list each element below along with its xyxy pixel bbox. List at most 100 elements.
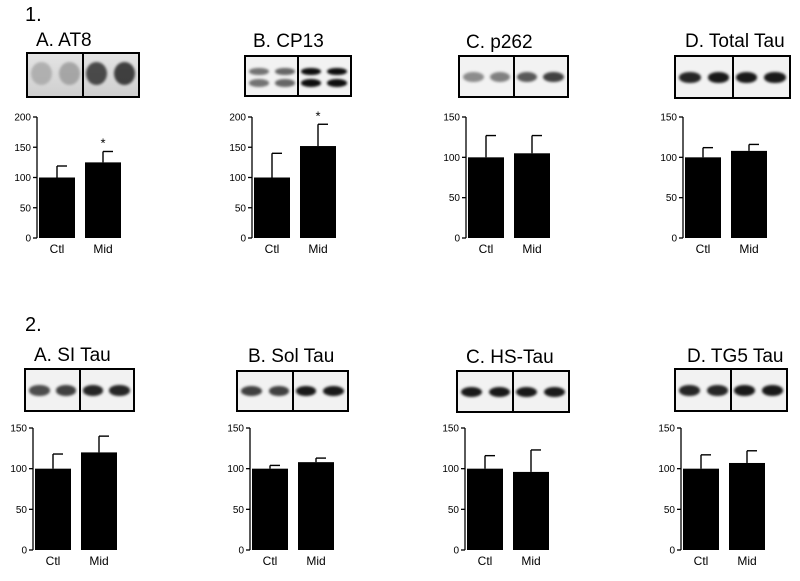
x-tick-label: Ctl — [696, 242, 711, 256]
western-blot-image — [236, 370, 349, 412]
bar-mid — [513, 471, 549, 550]
x-tick-label: Mid — [521, 554, 540, 568]
y-tick-label: 50 — [448, 505, 460, 516]
blot-band — [82, 385, 104, 396]
panel-title: B. CP13 — [253, 31, 324, 52]
y-tick-label: 100 — [227, 464, 244, 475]
bar-ctl — [252, 468, 288, 550]
x-tick-label: Mid — [93, 242, 112, 256]
bar-ctl — [39, 177, 75, 238]
western-blot-image — [26, 52, 140, 98]
y-tick-label: 50 — [235, 203, 247, 214]
y-tick-label: 150 — [10, 424, 27, 435]
y-tick-label: 100 — [443, 153, 460, 164]
bar-ctl — [683, 468, 719, 550]
blot-divider — [730, 370, 732, 410]
blot-band — [735, 72, 758, 83]
western-blot-image — [24, 368, 135, 412]
x-tick-label: Ctl — [50, 242, 65, 256]
panel-title: B. Sol Tau — [248, 346, 335, 367]
bar-ctl — [468, 157, 504, 238]
blot-band — [86, 62, 108, 86]
x-tick-label: Ctl — [479, 242, 494, 256]
y-tick-label: 0 — [238, 546, 244, 557]
blot-band — [761, 385, 783, 396]
blot-band — [295, 386, 317, 397]
y-tick-label: 50 — [20, 203, 32, 214]
blot-band — [55, 385, 77, 396]
panel-title: A. SI Tau — [34, 345, 111, 366]
blot-band — [543, 386, 565, 397]
y-tick-label: 0 — [671, 234, 677, 245]
panel-title: A. AT8 — [36, 30, 92, 51]
blot-band — [249, 79, 269, 87]
y-tick-label: 100 — [14, 173, 31, 184]
y-tick-label: 50 — [16, 505, 28, 516]
bar-chart: 0 50 100 150 Ctl Mid — [658, 424, 765, 568]
blot-band — [327, 79, 347, 87]
y-tick-label: 100 — [229, 173, 246, 184]
y-tick-label: 150 — [442, 424, 459, 435]
blot-divider — [78, 370, 81, 410]
bar-ctl — [467, 468, 503, 550]
x-tick-label: Mid — [739, 242, 758, 256]
blot-divider — [512, 57, 515, 96]
y-tick-label: 0 — [454, 234, 460, 245]
panel-title: C. HS-Tau — [466, 347, 554, 368]
panel-title: D. Total Tau — [685, 31, 785, 52]
bar-mid — [298, 462, 334, 550]
x-tick-label: Mid — [89, 554, 108, 568]
y-tick-label: 100 — [10, 464, 27, 475]
blot-band — [489, 71, 511, 82]
blot-band — [463, 71, 484, 82]
y-tick-label: 100 — [658, 464, 675, 475]
y-tick-label: 200 — [14, 113, 31, 124]
y-tick-label: 50 — [233, 505, 245, 516]
blot-band — [113, 62, 135, 86]
blot-band — [249, 67, 269, 76]
y-tick-label: 0 — [240, 234, 246, 245]
x-tick-label: Mid — [737, 554, 756, 568]
blot-divider — [82, 54, 84, 96]
y-tick-label: 150 — [660, 113, 677, 124]
y-tick-label: 150 — [443, 113, 460, 124]
y-tick-label: 0 — [21, 546, 27, 557]
blot-band — [488, 386, 510, 397]
blot-band — [301, 67, 321, 76]
blot-band — [706, 385, 728, 396]
bar-chart: 0 50 100 150 200 Ctl * Mid — [229, 108, 336, 256]
x-tick-label: Ctl — [46, 554, 61, 568]
western-blot-image — [244, 55, 352, 97]
blot-band — [275, 79, 295, 87]
bar-ctl — [685, 157, 721, 238]
blot-band — [679, 385, 701, 396]
y-tick-label: 100 — [660, 153, 677, 164]
western-blot-image — [456, 370, 570, 413]
blot-band — [516, 71, 538, 82]
x-tick-label: Mid — [306, 554, 325, 568]
blot-band — [679, 72, 701, 83]
blot-band — [301, 79, 321, 87]
blot-band — [29, 385, 50, 396]
panel-title: D. TG5 Tau — [687, 346, 784, 367]
blot-band — [275, 67, 295, 76]
western-blot-image — [674, 368, 788, 412]
bar-ctl — [254, 177, 290, 238]
x-tick-label: Ctl — [694, 554, 709, 568]
blot-band — [461, 386, 483, 397]
row-label-2: 2. — [25, 314, 42, 336]
bar-chart: 0 50 100 150 200 Ctl * Mid — [14, 113, 121, 256]
y-tick-label: 50 — [664, 505, 676, 516]
significance-marker: * — [100, 135, 105, 150]
blot-divider — [297, 57, 299, 95]
blot-divider — [512, 372, 514, 411]
bar-mid — [731, 150, 767, 238]
blot-band — [707, 72, 730, 83]
blot-divider — [291, 372, 294, 410]
y-tick-label: 0 — [25, 234, 31, 245]
y-tick-label: 150 — [658, 424, 675, 435]
blot-band — [31, 62, 53, 86]
bar-chart: 0 50 100 150 Ctl Mid — [227, 424, 334, 568]
x-tick-label: Mid — [522, 242, 541, 256]
significance-marker: * — [315, 108, 320, 123]
